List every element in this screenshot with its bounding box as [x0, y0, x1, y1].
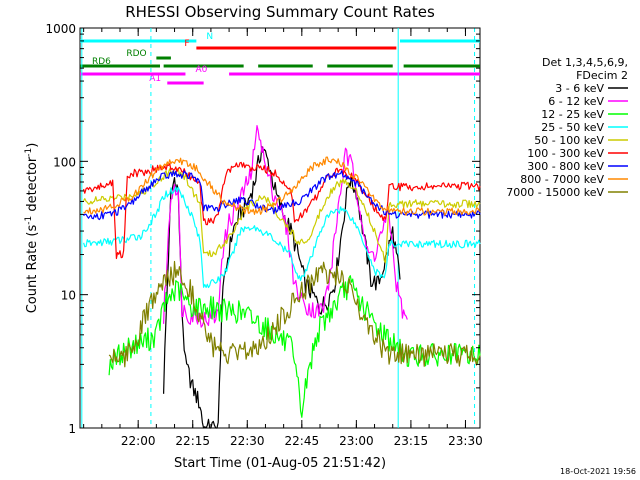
legend-header: Det 1,3,4,5,6,9, — [542, 56, 628, 69]
legend-header: FDecim 2 — [576, 69, 628, 82]
chart-title: RHESSI Observing Summary Count Rates — [125, 3, 435, 21]
y-axis-label: Count Rate (s-1 detector-1) — [24, 143, 40, 314]
series-line-6 — [83, 170, 481, 221]
x-tick-label: 22:00 — [121, 434, 156, 448]
y-tick-label: 10 — [61, 289, 76, 303]
legend-label: 300 - 800 keV — [527, 160, 604, 173]
x-tick-label: 22:15 — [175, 434, 210, 448]
legend-label: 12 - 25 keV — [541, 108, 604, 121]
x-tick-label: 23:15 — [394, 434, 429, 448]
legend-label: 6 - 12 keV — [548, 95, 604, 108]
x-tick-label: 22:30 — [230, 434, 265, 448]
legend-label: 3 - 6 keV — [555, 82, 604, 95]
flag-label-rdo: RDO — [126, 49, 146, 59]
flag-label-f: F — [184, 39, 189, 49]
plot-frame — [79, 27, 481, 429]
render-timestamp: 18-Oct-2021 19:56 — [560, 467, 636, 476]
legend-label: 25 - 50 keV — [541, 121, 604, 134]
series-line-0 — [163, 145, 401, 429]
series-line-2 — [108, 275, 481, 418]
y-tick-label: 100 — [53, 155, 76, 169]
flag-label-a1: A1 — [149, 74, 161, 84]
y-tick-label: 1000 — [45, 22, 76, 36]
observing-flags: N F RDO RD6 A0 A1 — [80, 28, 480, 428]
x-tick-label: 22:45 — [285, 434, 320, 448]
series-line-3 — [83, 186, 481, 289]
axis-ticks: 22:00 22:15 22:30 22:45 23:00 23:15 23:30 1 10 10… — [45, 22, 482, 448]
series-lines — [83, 125, 481, 429]
x-tick-label: 23:00 — [339, 434, 374, 448]
legend-label: 800 - 7000 keV — [520, 173, 604, 186]
series-line-8 — [108, 260, 481, 368]
series-line-5 — [83, 161, 481, 260]
flag-label-a0: A0 — [195, 65, 207, 75]
legend-label: 100 - 300 keV — [527, 147, 604, 160]
plot-border — [79, 27, 481, 429]
x-axis-label: Start Time (01-Aug-05 21:51:42) — [174, 456, 386, 471]
flag-label-rd6: RD6 — [92, 57, 111, 67]
y-tick-label: 1 — [68, 422, 76, 436]
flag-label-n: N — [206, 32, 213, 42]
x-tick-label: 23:30 — [448, 434, 483, 448]
series-line-7 — [83, 156, 481, 216]
legend-label: 7000 - 15000 keV — [506, 186, 604, 199]
legend-label: 50 - 100 keV — [534, 134, 604, 147]
